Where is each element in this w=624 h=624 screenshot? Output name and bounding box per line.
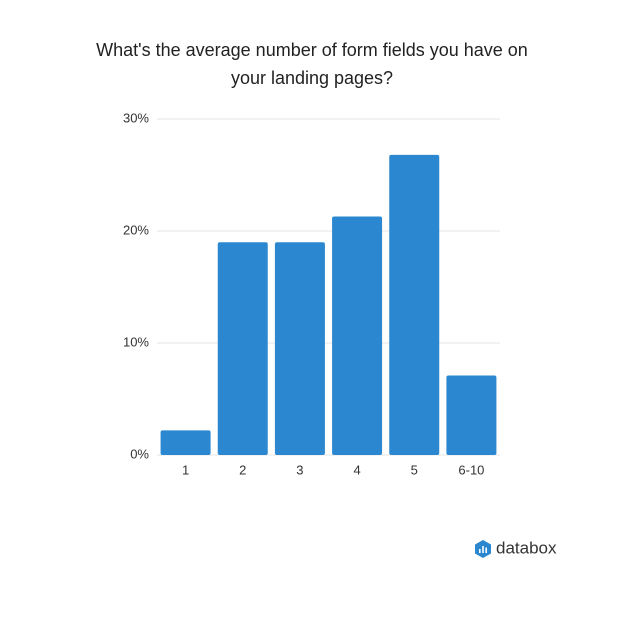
x-tick-label: 2 <box>239 462 246 477</box>
x-tick-label: 3 <box>296 462 303 477</box>
bar <box>160 430 211 455</box>
y-tick-label: 20% <box>123 222 149 237</box>
brand: databox <box>496 538 557 557</box>
y-tick-label: 30% <box>123 110 149 125</box>
logo-icon <box>479 549 481 553</box>
x-tick-label: 1 <box>182 462 189 477</box>
x-tick-label: 6-10 <box>458 462 484 477</box>
chart-title: What's the average number of form fields… <box>96 40 528 88</box>
bar <box>389 154 440 455</box>
x-tick-label: 5 <box>411 462 418 477</box>
x-tick-label: 4 <box>353 462 360 477</box>
bar <box>217 242 268 455</box>
bar <box>274 242 325 455</box>
bar <box>332 216 383 455</box>
bar <box>446 375 497 455</box>
logo-icon <box>485 547 487 553</box>
logo: databox <box>475 538 557 558</box>
logo-icon <box>482 546 484 553</box>
y-tick-label: 0% <box>130 446 149 461</box>
y-tick-label: 10% <box>123 334 149 349</box>
